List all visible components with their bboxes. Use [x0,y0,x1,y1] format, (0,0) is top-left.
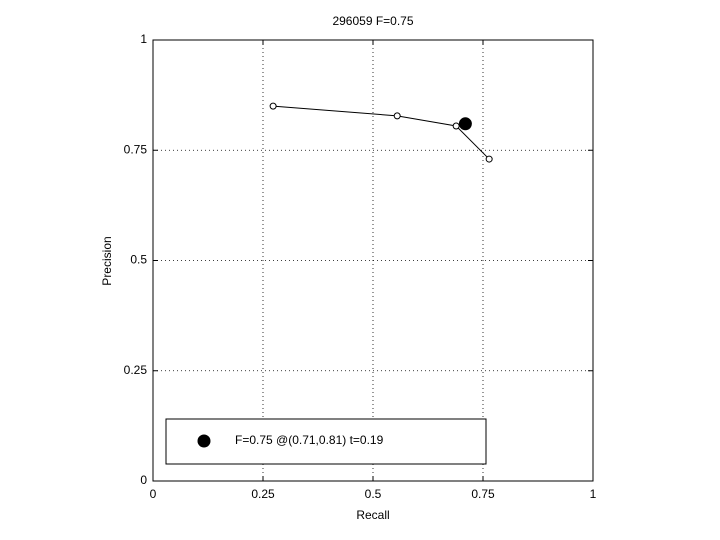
marker [485,155,493,163]
x-tick-label: 0.25 [251,487,275,501]
x-tick-label: 0 [150,487,157,501]
legend-box [165,418,487,465]
point-marker [458,117,472,131]
y-tick-label: 1 [140,32,147,46]
legend-label: F=0.75 @(0.71,0.81) t=0.19 [235,433,384,447]
x-tick-label: 1 [590,487,597,501]
plot-frame [152,39,594,482]
x-axis-label: Recall [356,508,389,522]
chart-title: 296059 F=0.75 [332,14,413,28]
marker [393,112,401,120]
y-tick-label: 0 [140,473,147,487]
x-tick-label: 0.75 [471,487,495,501]
marker [452,122,460,130]
y-tick-label: 0.5 [130,253,147,267]
x-tick-label: 0.5 [365,487,382,501]
marker [269,102,277,110]
y-axis-label: Precision [100,236,114,285]
line [273,105,490,160]
y-tick-label: 0.25 [124,363,148,377]
y-tick-label: 0.75 [124,142,148,156]
legend-marker [197,434,211,448]
